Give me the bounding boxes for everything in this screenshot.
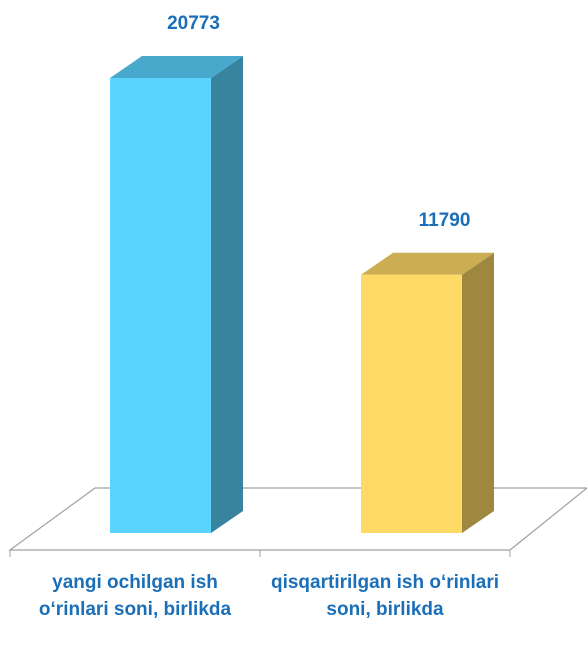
data-label: 11790 [419,210,471,231]
bar [110,56,243,533]
bar-front [361,274,462,533]
data-label: 20773 [167,13,220,34]
floor [8,487,587,551]
x-tick-label: qisqartirilgan ish o‘rinlari soni, birli… [270,572,500,620]
bar [361,252,494,533]
bar-top [110,56,243,78]
bar-side [462,252,494,533]
bar-front [110,78,211,533]
bar-top [361,252,494,275]
x-tick-label: yangi ochilgan ish o‘rinlari soni, birli… [38,572,232,620]
bar-side [211,56,243,533]
